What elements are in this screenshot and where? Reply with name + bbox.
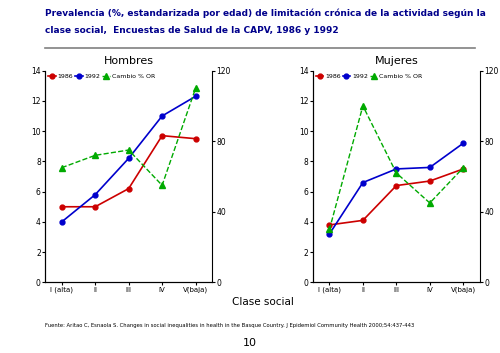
Legend: 1986, 1992, Cambio % OR: 1986, 1992, Cambio % OR bbox=[316, 74, 422, 79]
Text: clase social,  Encuestas de Salud de la CAPV, 1986 y 1992: clase social, Encuestas de Salud de la C… bbox=[45, 26, 339, 35]
Text: 10: 10 bbox=[243, 338, 257, 348]
Title: Mujeres: Mujeres bbox=[374, 56, 418, 66]
Legend: 1986, 1992, Cambio % OR: 1986, 1992, Cambio % OR bbox=[48, 74, 155, 79]
Title: Hombres: Hombres bbox=[104, 56, 154, 66]
Text: Prevalencia (%, estandarizada por edad) de limitación crónica de la actividad se: Prevalencia (%, estandarizada por edad) … bbox=[45, 9, 486, 18]
Text: Clase social: Clase social bbox=[232, 297, 294, 307]
Text: Fuente: Aritao C, Esnaola S. Changes in social inequalities in health in the Bas: Fuente: Aritao C, Esnaola S. Changes in … bbox=[45, 323, 414, 328]
